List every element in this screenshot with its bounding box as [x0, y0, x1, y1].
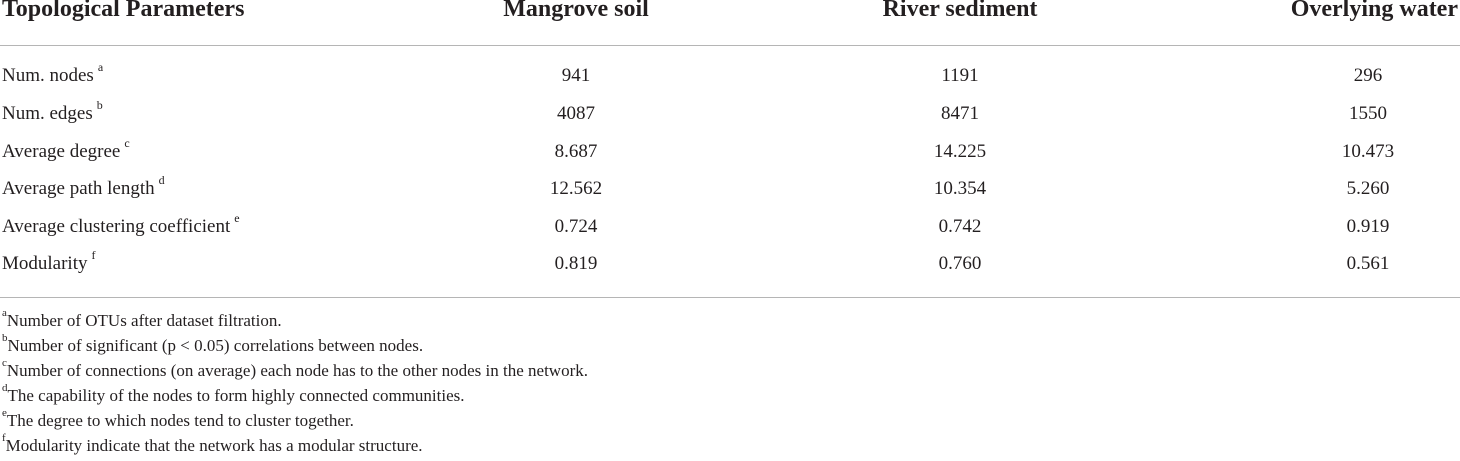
- footnote-mark: d: [2, 382, 8, 394]
- row-footnote-mark: c: [124, 136, 130, 150]
- footnote-text: The degree to which nodes tend to cluste…: [6, 411, 354, 430]
- footnote-mark: f: [2, 432, 6, 444]
- row-label-text: Average path length: [2, 178, 155, 199]
- footnote-mark: b: [2, 332, 8, 344]
- table-row: Average clustering coefficient e 0.724 0.…: [0, 211, 1460, 246]
- cell-mangrove-soil: 8.687: [554, 141, 598, 162]
- cell-mangrove-soil: 12.562: [549, 178, 603, 199]
- footnote-text: The capability of the nodes to form high…: [7, 386, 465, 405]
- header-topological-parameters: Topological Parameters: [2, 0, 245, 22]
- row-label: Average clustering coefficient e: [2, 211, 240, 238]
- header-rule: [0, 45, 1460, 46]
- row-footnote-mark: e: [234, 211, 240, 225]
- footnote-mark: e: [2, 407, 7, 419]
- table-row: Num. nodes a 941 1191 296: [0, 60, 1460, 95]
- row-label-text: Num. nodes: [2, 65, 94, 86]
- footnote: cNumber of connections (on average) each…: [2, 357, 588, 381]
- cell-river-sediment: 0.760: [938, 253, 982, 274]
- table-row: Average path length d 12.562 10.354 5.260: [0, 173, 1460, 208]
- table-row: Num. edges b 4087 8471 1550: [0, 98, 1460, 133]
- footnote: eThe degree to which nodes tend to clust…: [2, 407, 354, 431]
- header-overlying-water: Overlying water: [1290, 0, 1458, 22]
- footnote-text: Modularity indicate that the network has…: [5, 436, 423, 455]
- cell-overlying-water: 10.473: [1341, 141, 1395, 162]
- row-label-text: Modularity: [2, 253, 88, 274]
- cell-mangrove-soil: 0.819: [554, 253, 598, 274]
- table-header: Topological Parameters Mangrove soil Riv…: [0, 0, 1460, 28]
- row-label: Num. edges b: [2, 98, 103, 125]
- footnote: dThe capability of the nodes to form hig…: [2, 382, 465, 406]
- cell-river-sediment: 10.354: [933, 178, 987, 199]
- table-row: Average degree c 8.687 14.225 10.473: [0, 136, 1460, 171]
- table-row: Modularity f 0.819 0.760 0.561: [0, 248, 1460, 283]
- row-footnote-mark: f: [91, 248, 96, 262]
- row-label: Average degree c: [2, 136, 130, 163]
- cell-mangrove-soil: 941: [561, 65, 591, 86]
- table-bottom-rule: [0, 297, 1460, 298]
- cell-mangrove-soil: 0.724: [554, 216, 598, 237]
- row-label-text: Average clustering coefficient: [2, 216, 231, 237]
- cell-river-sediment: 8471: [941, 103, 979, 124]
- row-footnote-mark: b: [96, 98, 103, 112]
- header-river-sediment: River sediment: [882, 0, 1038, 22]
- cell-overlying-water: 0.561: [1346, 253, 1390, 274]
- footnote: bNumber of significant (p < 0.05) correl…: [2, 332, 424, 356]
- footnote: aNumber of OTUs after dataset filtration…: [2, 307, 282, 331]
- row-label-text: Average degree: [2, 141, 121, 162]
- cell-overlying-water: 296: [1353, 65, 1383, 86]
- row-footnote-mark: a: [97, 60, 104, 74]
- footnote-mark: a: [2, 307, 7, 319]
- header-mangrove-soil: Mangrove soil: [503, 0, 649, 22]
- row-label: Num. nodes a: [2, 60, 103, 87]
- footnote-text: Number of significant (p < 0.05) correla…: [7, 336, 424, 355]
- footnote: fModularity indicate that the network ha…: [2, 432, 423, 456]
- cell-river-sediment: 0.742: [938, 216, 982, 237]
- cell-mangrove-soil: 4087: [557, 103, 595, 124]
- row-footnote-mark: d: [158, 173, 165, 187]
- cell-river-sediment: 1191: [941, 65, 979, 86]
- footnote-text: Number of OTUs after dataset filtration.: [6, 311, 282, 330]
- cell-river-sediment: 14.225: [933, 141, 987, 162]
- row-label: Average path length d: [2, 173, 165, 200]
- footnote-mark: c: [2, 357, 7, 369]
- cell-overlying-water: 0.919: [1346, 216, 1390, 237]
- cell-overlying-water: 5.260: [1346, 178, 1390, 199]
- footnote-text: Number of connections (on average) each …: [6, 361, 588, 380]
- cell-overlying-water: 1550: [1349, 103, 1387, 124]
- row-label-text: Num. edges: [2, 103, 93, 124]
- row-label: Modularity f: [2, 248, 96, 275]
